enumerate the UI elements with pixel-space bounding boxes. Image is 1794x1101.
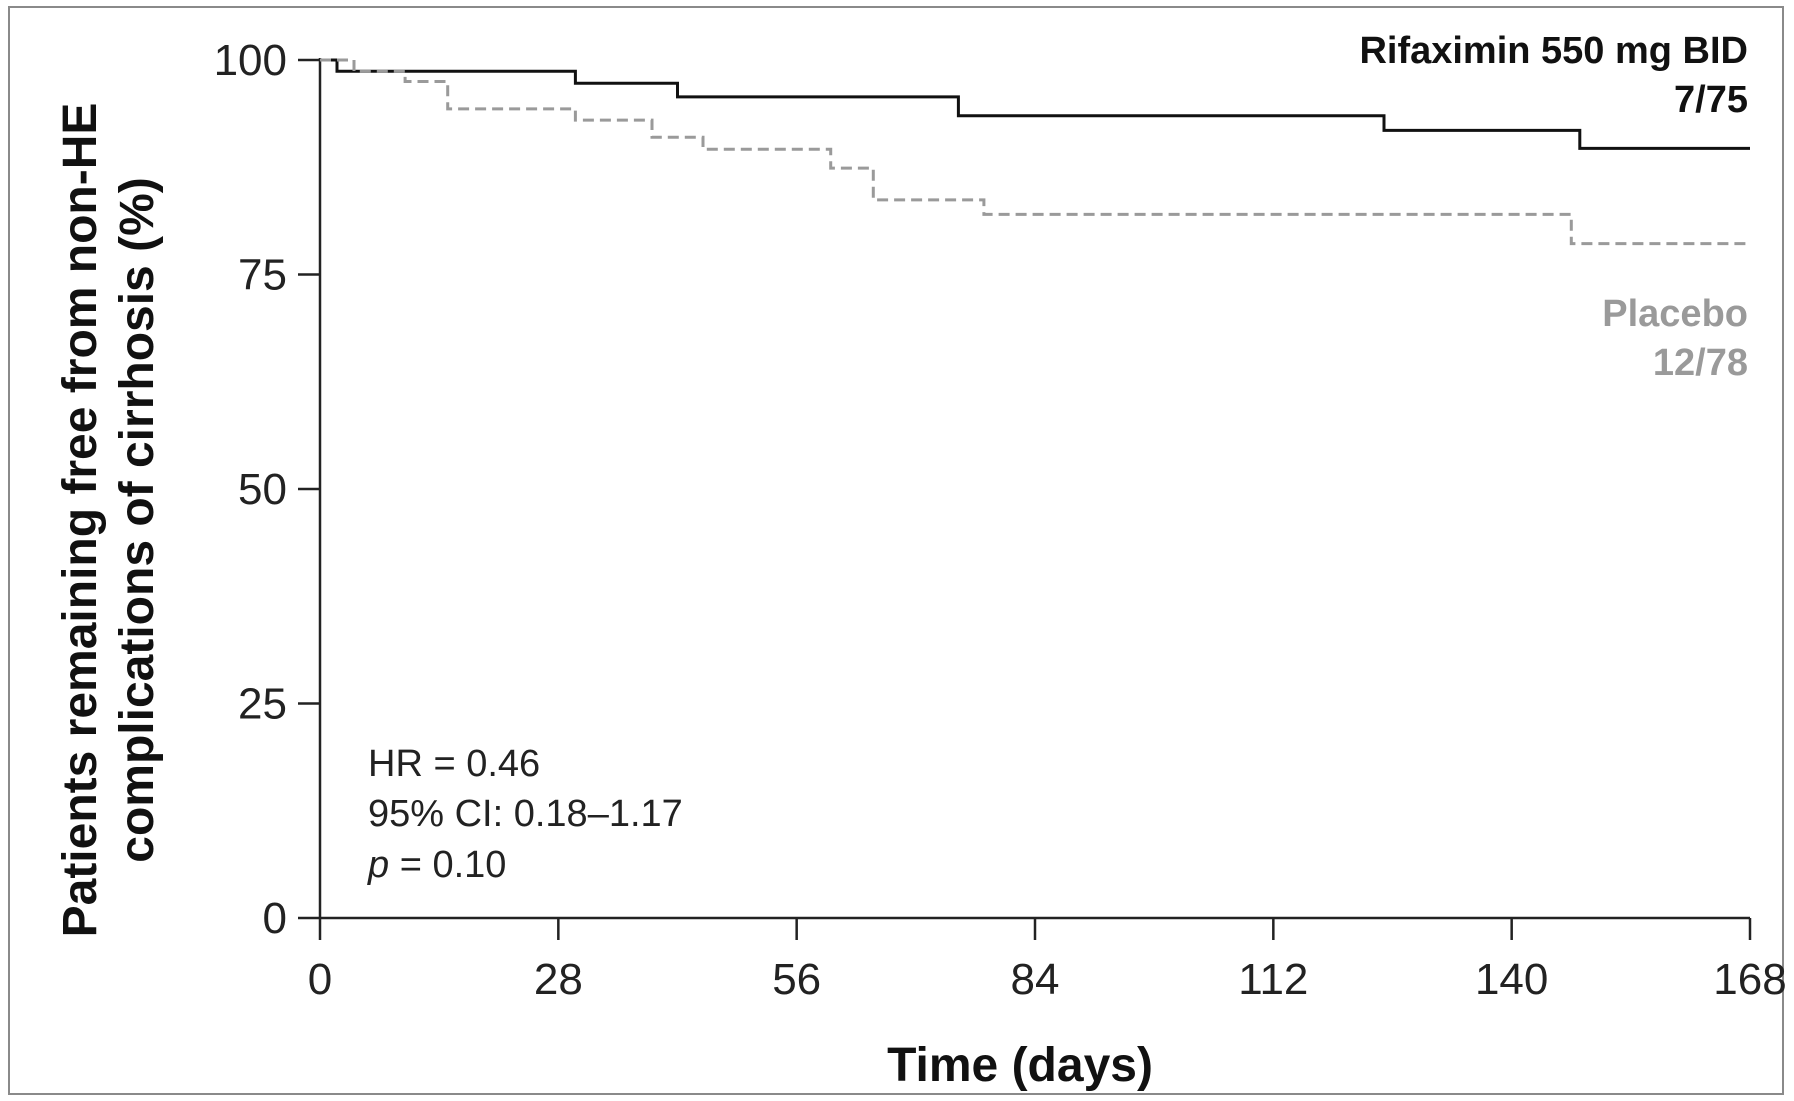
y-tick-label: 75 — [238, 251, 287, 300]
x-ticks: 0 28 56 84 112 140 168 — [308, 918, 1786, 1004]
x-tick-label: 28 — [534, 955, 583, 1004]
x-tick-label: 168 — [1713, 955, 1786, 1004]
y-axis-title-line-1: Patients remaining free from non-HE — [54, 103, 107, 938]
x-tick-label: 0 — [308, 955, 332, 1004]
y-axis-title-line-2: complications of cirrhosis (%) — [111, 177, 164, 862]
legend-placebo-name: Placebo — [1602, 293, 1748, 335]
legend-placebo-events: 12/78 — [1653, 342, 1748, 384]
series-layer — [320, 58, 1750, 246]
annotation-p-symbol: p — [367, 844, 389, 886]
annotation-hr: HR = 0.46 — [368, 743, 540, 785]
legend-rifaximin-events: 7/75 — [1674, 79, 1748, 121]
legend-rifaximin-name: Rifaximin 550 mg BID — [1359, 30, 1748, 72]
figure-frame: 0 25 50 75 100 0 28 56 84 112 140 168 Patients rem… — [8, 6, 1786, 1095]
x-axis-title: Time (days) — [887, 1039, 1153, 1092]
y-tick-label: 50 — [238, 465, 287, 514]
series-line-placebo — [320, 58, 1750, 246]
y-ticks: 0 25 50 75 100 — [214, 36, 320, 943]
y-tick-label: 0 — [263, 894, 287, 943]
x-tick-label: 56 — [772, 955, 821, 1004]
x-tick-label: 112 — [1238, 955, 1308, 1004]
y-tick-label: 100 — [214, 36, 287, 85]
y-tick-label: 25 — [238, 680, 287, 729]
km-chart: 0 25 50 75 100 0 28 56 84 112 140 168 Patients rem… — [54, 30, 1786, 1092]
annotation-p-value: = 0.10 — [389, 844, 506, 886]
annotation-ci: 95% CI: 0.18–1.17 — [368, 793, 683, 835]
x-tick-label: 140 — [1475, 955, 1548, 1004]
series-line-rifaximin — [320, 58, 1750, 150]
annotation-p: p = 0.10 — [367, 844, 506, 886]
x-tick-label: 84 — [1011, 955, 1060, 1004]
